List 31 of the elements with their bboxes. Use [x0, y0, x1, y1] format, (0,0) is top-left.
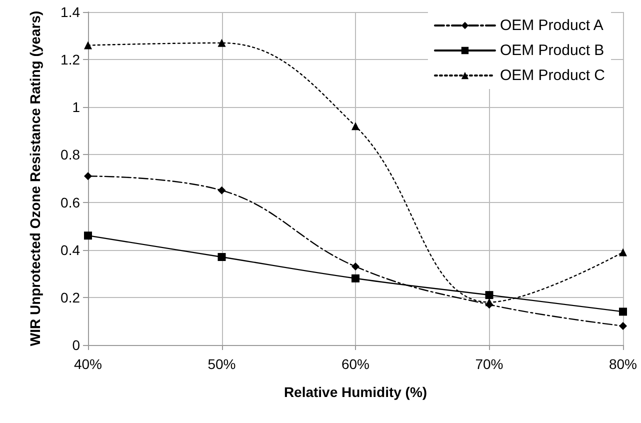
legend-label: OEM Product C [500, 67, 606, 84]
point [84, 41, 92, 50]
y-axis-title: WIR Unprotected Ozone Resistance Rating (years) [27, 10, 43, 346]
point [619, 248, 627, 256]
x-tick-label: 60% [341, 356, 370, 372]
y-tick-label: 1.2 [60, 52, 80, 68]
y-tick-label: 0.8 [60, 146, 80, 163]
y-tick-label: 0 [72, 337, 80, 353]
point [619, 308, 627, 316]
point [352, 274, 360, 282]
y-tick-label: 0.4 [60, 242, 80, 258]
y-tick-label: 1 [72, 99, 80, 116]
x-tick-label: 50% [208, 356, 236, 372]
x-axis-title: Relative Humidity (%) [284, 384, 428, 400]
legend-label: OEM Product A [500, 17, 604, 34]
point [218, 186, 226, 194]
point [84, 172, 92, 180]
y-tick-label: 0.2 [60, 289, 80, 306]
point [352, 122, 360, 130]
x-tick-label: 80% [608, 356, 638, 372]
point [619, 322, 627, 330]
y-tick-label: 1.4 [60, 4, 80, 20]
point [84, 232, 92, 240]
y-tick-label: 0.6 [60, 194, 80, 210]
point [218, 38, 226, 47]
x-tick-label: 40% [74, 356, 102, 372]
point [352, 262, 360, 271]
x-tick-label: 70% [475, 356, 504, 372]
point [218, 252, 226, 261]
point [485, 291, 494, 300]
legend-label: OEM Product B [500, 42, 604, 59]
